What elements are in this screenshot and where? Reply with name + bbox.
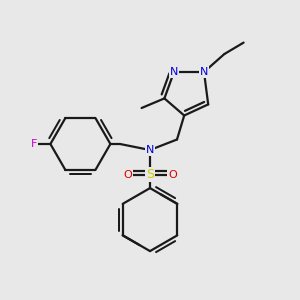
Text: S: S bbox=[146, 168, 154, 181]
Text: N: N bbox=[170, 67, 178, 77]
Text: F: F bbox=[31, 139, 37, 149]
Text: N: N bbox=[146, 145, 154, 155]
Text: O: O bbox=[123, 169, 132, 180]
Text: O: O bbox=[168, 169, 177, 180]
Text: N: N bbox=[200, 67, 208, 77]
